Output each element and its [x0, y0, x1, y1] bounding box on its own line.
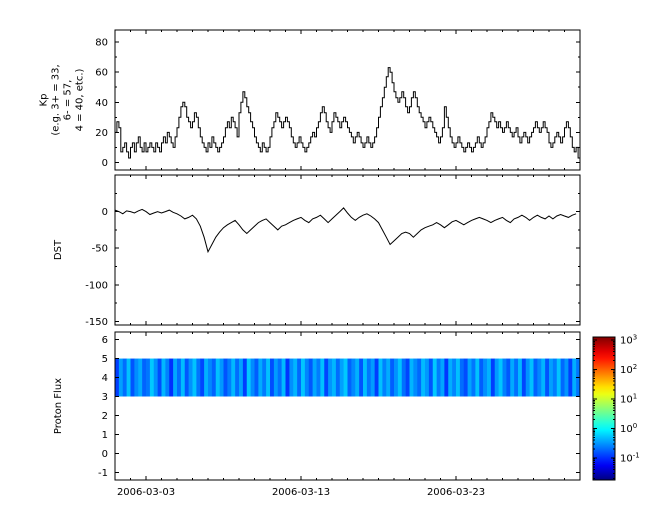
- x-tick-label: 2006-03-23: [426, 487, 486, 498]
- y-tick-label: 60: [95, 68, 108, 79]
- kp-panel-line: [115, 67, 580, 159]
- x-tick-label: 2006-03-13: [271, 487, 331, 498]
- proton-flux-band: [115, 358, 581, 397]
- y-tick-label: 0: [102, 158, 108, 169]
- dst-panel: 0 -50 -100 -150: [85, 174, 581, 328]
- y-tick-label: -150: [85, 317, 108, 328]
- y-tick-label: 40: [95, 98, 108, 109]
- x-tick-label: 2006-03-03: [116, 487, 176, 498]
- y-tick-label: 0: [102, 207, 108, 218]
- colorbar-tick-label: 10-1: [620, 451, 640, 464]
- y-tick-label: -50: [92, 244, 108, 255]
- colorbar-tick-label: 101: [620, 392, 637, 405]
- y-tick-label: 6: [102, 335, 108, 346]
- y-tick-label: 80: [95, 38, 108, 49]
- y-tick-label: 0: [102, 449, 108, 460]
- dst-panel-line: [114, 207, 577, 254]
- kp-panel-ticks: 0 20 40 60 80: [95, 30, 581, 170]
- y-tick-label: 20: [95, 128, 108, 139]
- y-tick-label: 3: [102, 392, 108, 403]
- kp-panel: 0 20 40 60 80: [95, 29, 581, 171]
- colorbar-tick-label: 103: [620, 333, 637, 346]
- proton-flux-panel: -1 0 1 2 3 4 5 6: [98, 331, 581, 481]
- y-tick-label: 1: [102, 430, 108, 441]
- colorbar-tick-label: 100: [620, 422, 637, 435]
- colorbar-tick-label: 102: [620, 363, 637, 376]
- proton-flux-panel-ticks: -1 0 1 2 3 4 5 6: [98, 332, 581, 480]
- y-tick-label: 4: [102, 373, 108, 384]
- y-tick-label: 2: [102, 411, 108, 422]
- colorbar: 103 102 101 100 10-1: [592, 333, 640, 481]
- y-tick-label: -1: [98, 468, 108, 479]
- dst-panel-ticks: 0 -50 -100 -150: [85, 174, 581, 328]
- y-tick-label: -100: [85, 280, 108, 291]
- y-tick-label: 5: [102, 354, 108, 365]
